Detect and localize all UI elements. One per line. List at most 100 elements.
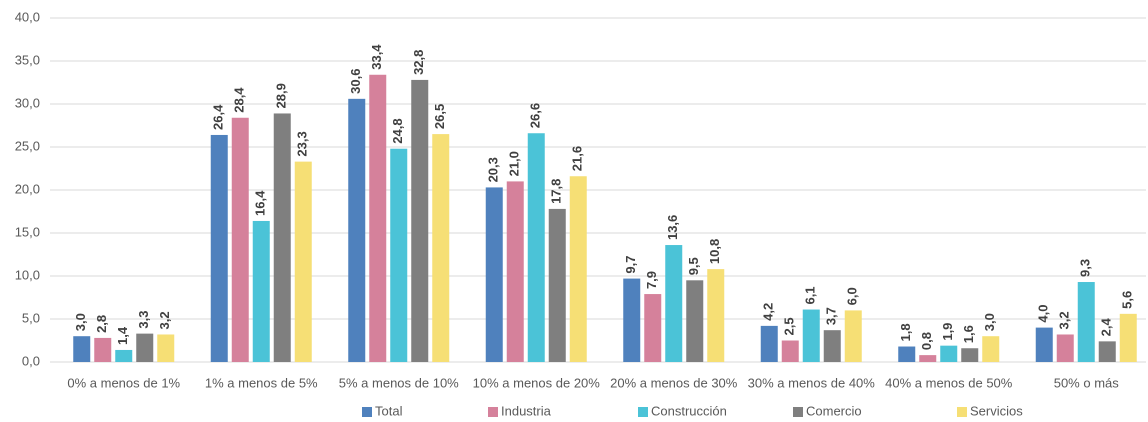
x-tick-label: 1% a menos de 5%	[205, 375, 318, 390]
legend-label: Comercio	[806, 403, 862, 418]
bar	[231, 117, 249, 362]
data-label: 23,3	[295, 131, 310, 156]
data-label: 33,4	[369, 44, 384, 70]
y-tick-label: 25,0	[15, 138, 40, 153]
legend-swatch	[957, 407, 967, 417]
data-label: 3,0	[982, 313, 997, 331]
data-label: 16,4	[253, 190, 268, 216]
bar	[548, 208, 566, 362]
data-label: 30,6	[348, 69, 363, 94]
bar	[210, 134, 228, 362]
bar	[707, 269, 725, 362]
bar	[1035, 327, 1053, 362]
bar	[823, 330, 841, 362]
legend-swatch	[362, 407, 372, 417]
data-label: 9,5	[686, 257, 701, 275]
data-label: 5,6	[1120, 291, 1135, 309]
y-tick-label: 35,0	[15, 52, 40, 67]
legend-swatch	[638, 407, 648, 417]
data-label: 3,3	[136, 311, 151, 329]
data-label: 6,0	[845, 287, 860, 305]
bar	[844, 310, 862, 362]
bar	[94, 337, 112, 362]
data-label: 9,7	[623, 256, 638, 274]
data-label: 4,2	[761, 303, 776, 321]
data-label: 28,4	[232, 87, 247, 113]
bar	[252, 220, 270, 362]
data-label: 32,8	[411, 50, 426, 75]
y-tick-label: 15,0	[15, 224, 40, 239]
data-label: 0,8	[919, 332, 934, 350]
bar	[686, 280, 704, 362]
data-label: 26,4	[211, 104, 226, 130]
bar	[898, 346, 916, 362]
legend-label: Total	[375, 403, 403, 418]
data-label: 2,8	[94, 315, 109, 333]
data-label: 20,3	[486, 157, 501, 182]
data-label: 13,6	[665, 215, 680, 240]
bar	[665, 245, 683, 362]
data-label: 4,0	[1036, 305, 1051, 323]
bar	[390, 148, 408, 362]
bar	[411, 79, 429, 363]
data-label: 1,6	[961, 325, 976, 343]
data-label: 3,7	[824, 307, 839, 325]
data-label: 17,8	[549, 179, 564, 204]
bar	[1077, 282, 1095, 362]
y-tick-label: 0,0	[22, 353, 40, 368]
bar	[527, 133, 545, 362]
data-label: 21,0	[507, 151, 522, 176]
data-label: 1,4	[115, 326, 130, 345]
x-tick-label: 40% a menos de 50%	[885, 375, 1013, 390]
bar	[760, 325, 778, 362]
bar	[1056, 334, 1074, 362]
x-tick-label: 5% a menos de 10%	[339, 375, 459, 390]
bar	[644, 294, 662, 362]
legend-swatch	[793, 407, 803, 417]
x-tick-label: 20% a menos de 30%	[610, 375, 738, 390]
data-label: 1,9	[940, 323, 955, 341]
x-tick-label: 50% o más	[1054, 375, 1120, 390]
data-label: 3,2	[157, 311, 172, 329]
bar	[1098, 341, 1116, 362]
data-label: 2,5	[782, 317, 797, 335]
data-label: 2,4	[1099, 318, 1114, 337]
data-label: 26,6	[528, 103, 543, 128]
data-label: 24,8	[390, 118, 405, 143]
bar	[623, 278, 641, 362]
legend-swatch	[488, 407, 498, 417]
data-label: 21,6	[570, 146, 585, 171]
bar	[294, 161, 312, 362]
bar	[157, 334, 175, 362]
legend-label: Servicios	[970, 403, 1023, 418]
bar	[1119, 313, 1137, 362]
legend-label: Industria	[501, 403, 552, 418]
data-label: 1,8	[898, 323, 913, 341]
bar	[369, 74, 387, 362]
x-tick-label: 0% a menos de 1%	[67, 375, 180, 390]
bar	[569, 176, 587, 362]
data-label: 6,1	[803, 286, 818, 304]
data-label: 9,3	[1078, 259, 1093, 277]
bar	[432, 134, 450, 362]
data-label: 3,2	[1057, 311, 1072, 329]
y-tick-label: 40,0	[15, 9, 40, 24]
y-tick-label: 20,0	[15, 181, 40, 196]
bar	[781, 340, 799, 362]
data-label: 10,8	[707, 239, 722, 264]
bar	[982, 336, 1000, 362]
bar	[940, 345, 958, 362]
bar	[961, 348, 979, 362]
bar	[73, 336, 91, 362]
legend-label: Construcción	[651, 403, 727, 418]
y-tick-label: 10,0	[15, 267, 40, 282]
bar	[348, 98, 366, 362]
bar	[919, 355, 937, 362]
bar	[506, 181, 524, 362]
x-tick-label: 10% a menos de 20%	[473, 375, 601, 390]
data-label: 7,9	[644, 271, 659, 289]
data-label: 26,5	[432, 104, 447, 129]
data-label: 28,9	[274, 83, 289, 108]
y-tick-label: 30,0	[15, 95, 40, 110]
